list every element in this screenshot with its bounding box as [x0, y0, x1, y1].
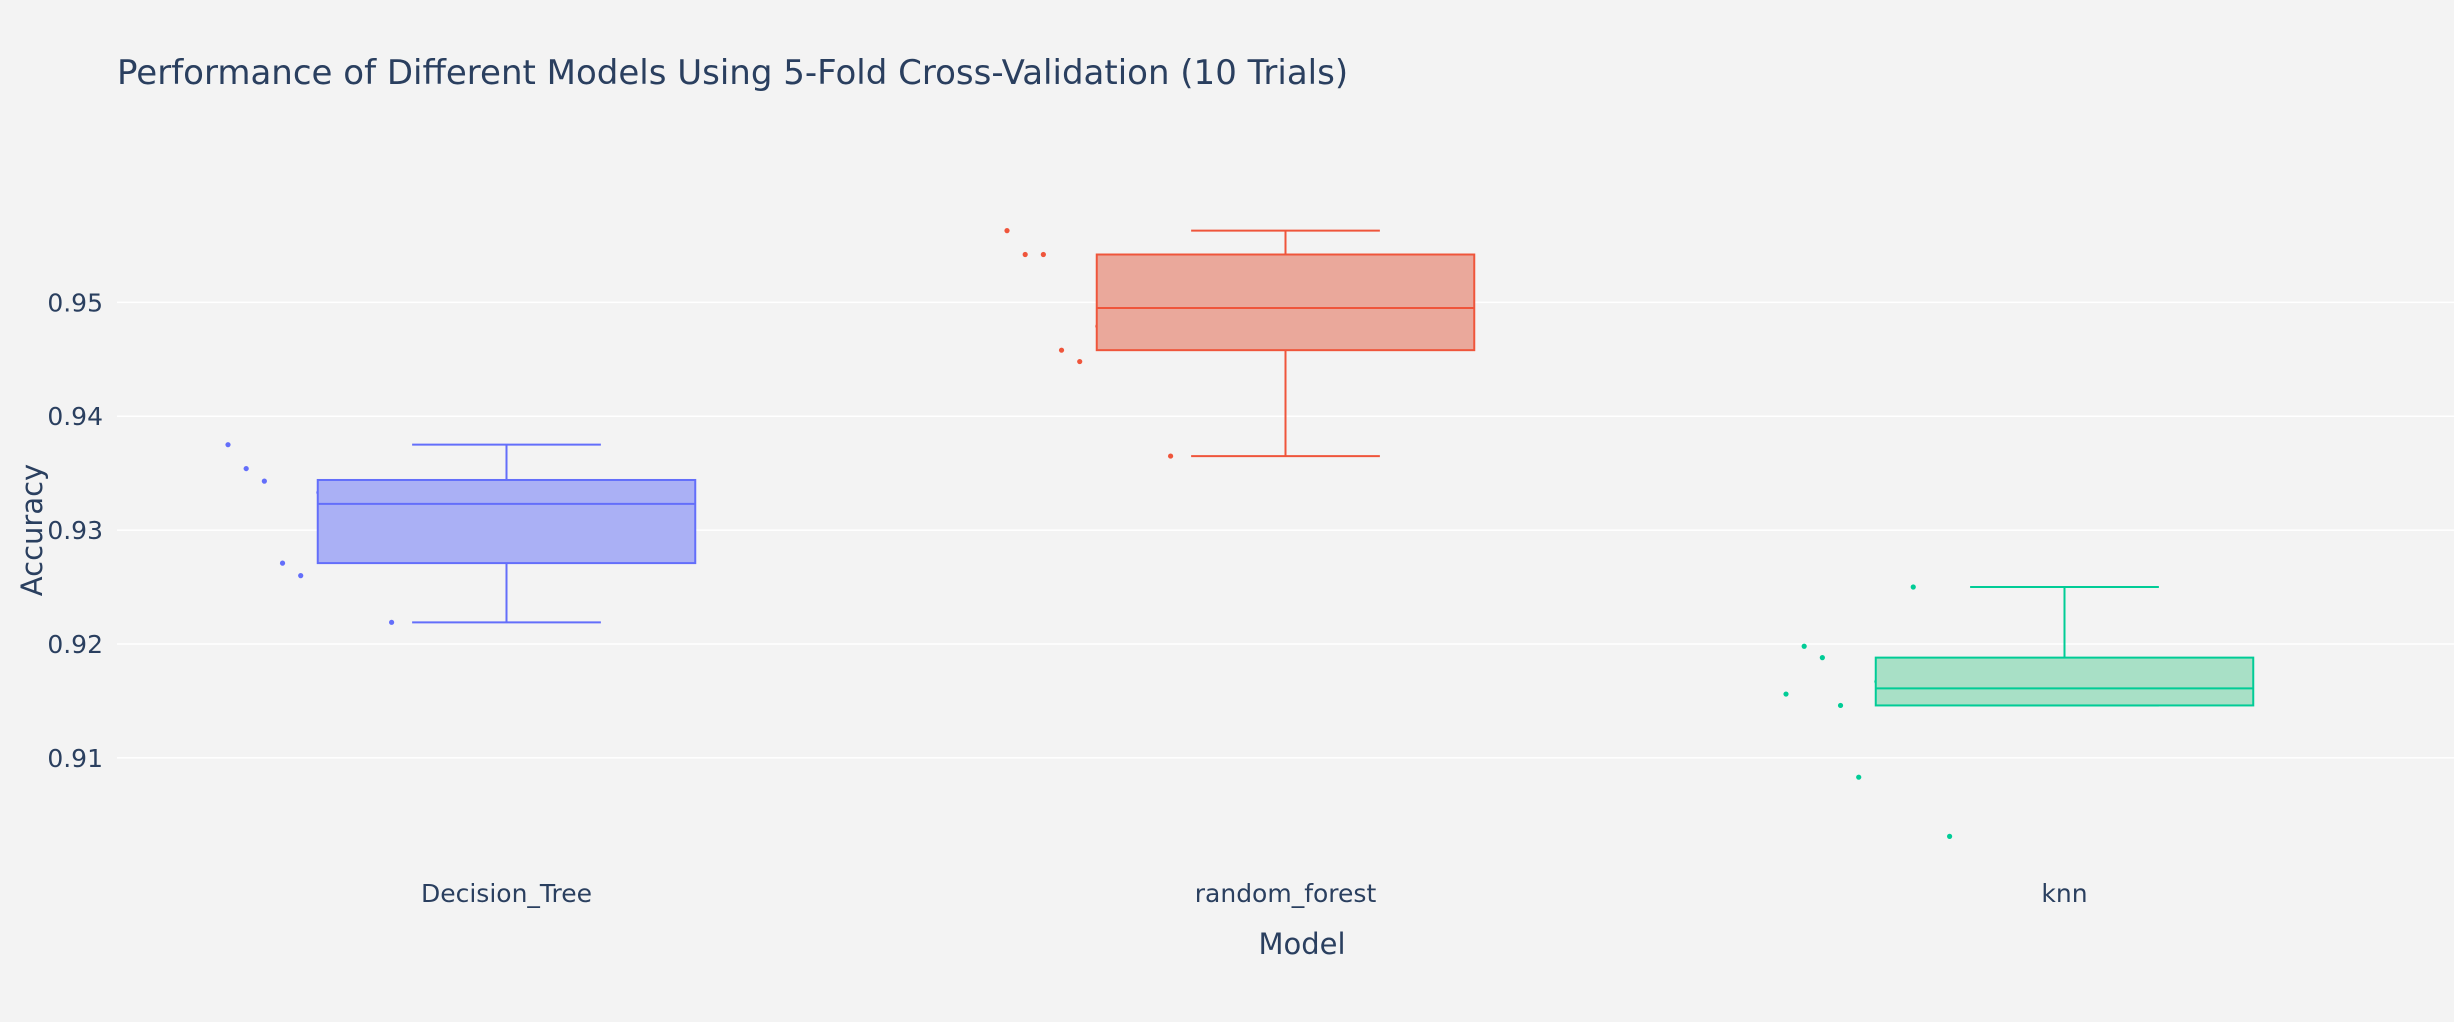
box-group	[225, 442, 697, 625]
x-tick-label: Decision_Tree	[421, 879, 592, 908]
data-point	[225, 442, 231, 448]
box-group	[1004, 228, 1476, 459]
data-point	[1058, 347, 1065, 353]
box-iqr	[1874, 656, 2255, 707]
data-point	[1022, 251, 1028, 258]
data-point	[1856, 774, 1862, 780]
box-series	[225, 228, 2255, 839]
box-group	[1783, 584, 2255, 839]
data-point	[1167, 453, 1174, 459]
y-tick-label: 0.94	[47, 402, 103, 431]
x-tick-label: random_forest	[1195, 879, 1377, 908]
data-point	[388, 619, 395, 625]
data-point	[1837, 702, 1844, 709]
y-tick-label: 0.92	[47, 630, 103, 659]
data-point	[1004, 228, 1010, 234]
x-axis-title: Model	[1258, 927, 1345, 961]
data-point	[1783, 691, 1789, 697]
data-point	[1910, 584, 1916, 590]
data-point	[1946, 833, 1953, 839]
data-point	[298, 573, 304, 579]
data-point	[1040, 251, 1046, 258]
data-point	[261, 478, 267, 484]
data-point	[243, 465, 249, 472]
data-point	[1819, 655, 1825, 661]
y-axis-ticks: 0.91 0.92 0.93 0.94 0.95	[47, 288, 103, 772]
x-axis-ticks: Decision_Tree random_forest knn	[421, 879, 2088, 908]
y-tick-label: 0.91	[47, 744, 103, 773]
y-tick-label: 0.95	[47, 288, 103, 317]
box-iqr	[316, 478, 697, 565]
y-axis-title: Accuracy	[15, 464, 49, 596]
y-tick-label: 0.93	[47, 516, 103, 545]
chart-title: Performance of Different Models Using 5-…	[117, 53, 1348, 93]
data-point	[1801, 643, 1807, 649]
data-point	[279, 560, 286, 566]
x-tick-label: knn	[2041, 879, 2087, 908]
box-iqr	[1095, 253, 1476, 352]
data-point	[1077, 358, 1083, 365]
